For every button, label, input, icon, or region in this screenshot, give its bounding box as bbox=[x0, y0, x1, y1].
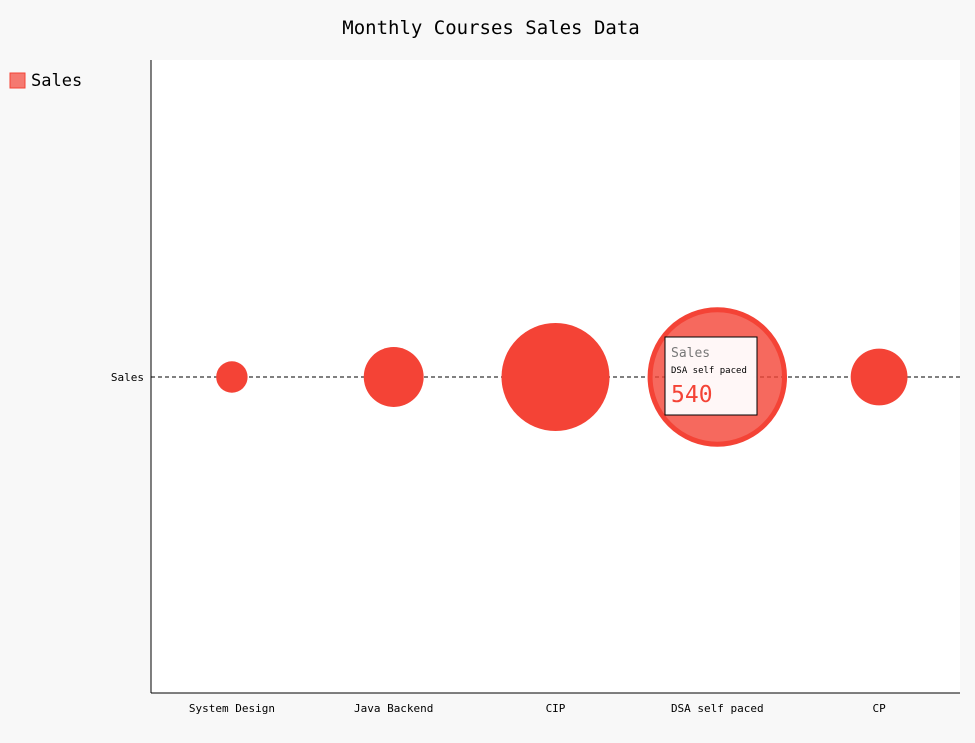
x-tick-labels: System Design Java Backend CIP DSA self pac… bbox=[189, 702, 886, 715]
tooltip-series: Sales bbox=[671, 346, 710, 361]
x-tick-label: System Design bbox=[189, 702, 275, 715]
x-tick-label: CP bbox=[872, 702, 886, 715]
tooltip-value: 540 bbox=[671, 382, 713, 408]
dot[interactable] bbox=[363, 347, 424, 407]
y-tick-label: Sales bbox=[111, 371, 144, 384]
legend-label: Sales bbox=[31, 71, 82, 91]
dot[interactable] bbox=[850, 348, 908, 406]
x-tick-label: Java Backend bbox=[354, 702, 433, 715]
legend-swatch bbox=[9, 72, 26, 89]
x-tick-label: CIP bbox=[546, 702, 566, 715]
dot[interactable] bbox=[216, 361, 248, 393]
legend[interactable]: Sales bbox=[9, 71, 82, 91]
chart-title: Monthly Courses Sales Data bbox=[342, 17, 639, 39]
tooltip-box bbox=[664, 336, 758, 416]
x-tick-label: DSA self paced bbox=[671, 702, 764, 715]
tooltip: Sales DSA self paced 540 bbox=[664, 336, 758, 416]
tooltip-category: DSA self paced bbox=[671, 366, 747, 376]
dot[interactable] bbox=[501, 323, 610, 431]
